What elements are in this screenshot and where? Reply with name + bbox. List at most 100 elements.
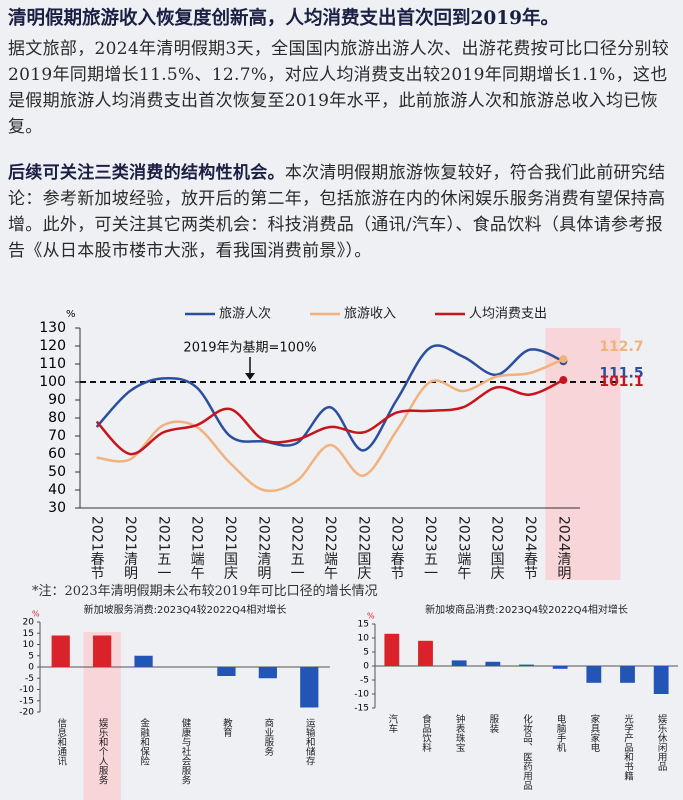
x-tick-label: 娱乐休闲用品 [656, 713, 668, 772]
bar-chart: 新加坡服务消费:2023Q4较2022Q4相对增长%-20-15-10-5051… [19, 603, 330, 800]
x-tick-label: 2022五一 [289, 516, 305, 580]
y-tick-label: 110 [39, 356, 66, 372]
bar [653, 666, 669, 694]
chart-title: 新加坡服务消费:2023Q4较2022Q4相对增长 [84, 603, 287, 616]
x-tick-label: 2023国庆 [489, 516, 505, 580]
bar [620, 666, 635, 683]
y-tick-label: -5 [360, 676, 369, 686]
y-tick-label: 100 [39, 374, 66, 390]
y-unit: % [367, 612, 375, 621]
x-tick-label: 电脑手机 [555, 713, 567, 753]
y-tick-label: 5 [28, 651, 34, 661]
x-tick-label: 家具家电 [588, 713, 600, 752]
legend-label: 旅游人次 [219, 306, 271, 322]
x-tick-label: 汽车 [386, 713, 398, 734]
y-tick-label: 40 [48, 482, 66, 498]
x-tick-label: 2022国庆 [355, 516, 371, 580]
y-tick-label: 10 [23, 640, 35, 650]
x-tick-label: 运输和储存 [304, 718, 316, 766]
y-tick-label: -15 [354, 704, 369, 714]
bar [134, 655, 153, 667]
y-unit: % [32, 610, 40, 619]
series-line [96, 357, 564, 493]
x-tick-label: 2021春节 [89, 516, 105, 580]
bar-chart: 新加坡商品消费:2023Q4较2022Q4相对增长% -15 -10 -5 0 5 10 15… [354, 603, 678, 791]
bar [485, 661, 501, 666]
x-tick-label: 2021端午 [189, 516, 205, 580]
x-tick-label: 2022端午 [322, 516, 338, 580]
y-tick-label: 15 [23, 629, 34, 639]
y-tick-label: 15 [358, 620, 369, 630]
x-tick-label: 2022清明 [255, 516, 271, 580]
x-tick-label: 2021五一 [155, 516, 171, 580]
y-tick-label: 120 [39, 338, 66, 354]
y-tick-label: -20 [19, 708, 34, 718]
y-tick-label: -5 [25, 674, 34, 684]
y-tick-label: -10 [354, 690, 369, 700]
y-tick-label: 0 [363, 662, 369, 672]
bar [519, 664, 534, 666]
bar [217, 667, 236, 676]
x-tick-label: 2024春节 [522, 516, 538, 580]
bar [552, 666, 568, 669]
x-tick-label: 2021清明 [122, 516, 138, 580]
y-tick-label: 90 [48, 392, 66, 408]
value-label: 112.7 [599, 339, 643, 355]
y-unit: % [66, 309, 76, 320]
x-tick-label: 服装 [487, 714, 499, 734]
y-tick-label: 70 [48, 428, 66, 444]
end-marker [559, 376, 568, 385]
line-chart: % 30 40 50 60 70 80 90 100 110 120 130 2019年为基期=100%… [39, 306, 644, 580]
paragraph: 据文旅部，2024年清明假期3天，全国国内旅游出游人次、出游花费按可比口径分别较… [8, 39, 670, 137]
bar [93, 635, 112, 667]
y-tick-label: -10 [19, 685, 34, 695]
x-tick-label: 食品饮料 [420, 713, 432, 753]
x-tick-label: 商业服务 [262, 717, 274, 757]
series-line [95, 344, 564, 452]
x-tick-label: 教育 [221, 717, 233, 738]
x-tick-label: 钟表珠宝 [454, 713, 466, 752]
y-tick-label: 10 [358, 634, 370, 644]
end-marker [559, 355, 568, 364]
x-tick-label: 金融和保险 [138, 717, 150, 766]
value-label: 111.5 [599, 365, 643, 381]
y-tick-label: 0 [28, 663, 34, 673]
legend-label: 人均消费支出 [469, 307, 547, 322]
x-tick-label: 2023端午 [455, 516, 471, 580]
y-tick-label: 80 [48, 410, 66, 426]
y-tick-label: 130 [39, 320, 66, 336]
legend-label: 旅游收入 [344, 307, 396, 322]
x-tick-label: 信息和通讯 [55, 717, 67, 766]
annotation: 2019年为基期=100% [183, 341, 316, 356]
y-tick-label: 20 [23, 618, 35, 628]
x-tick-label: 2024清明 [555, 516, 571, 580]
paragraph: 后续可关注三类消费的结构性机会。本次清明假期旅游恢复较好，符合我们此前研究结论：… [8, 160, 676, 264]
bar [51, 635, 70, 667]
bar [384, 633, 400, 666]
y-tick-label: 5 [363, 648, 369, 658]
x-tick-label: 娱乐和个人服务 [97, 717, 109, 785]
x-tick-label: 2023五一 [422, 516, 438, 580]
arrow-head [245, 373, 255, 380]
x-tick-label: 光学产品和书籍 [622, 713, 634, 781]
series-line [95, 378, 564, 456]
value-label: 101.1 [599, 374, 643, 390]
lead: 后续可关注三类消费的结构性机会。 [8, 163, 285, 183]
highlight [545, 328, 621, 580]
bar [418, 640, 433, 666]
y-tick-label: 50 [48, 464, 66, 480]
x-tick-label: 化妆品、医药用品 [521, 713, 533, 791]
bar [300, 667, 319, 708]
y-tick-label: 30 [48, 500, 66, 516]
bar [258, 667, 277, 679]
note: *注：2023年清明假期未公布较2019年可比口径的增长情况 [32, 584, 378, 599]
heading: 清明假期旅游收入恢复度创新高，人均消费支出首次回到2019年。 [8, 8, 559, 29]
paragraph-text: 本次清明假期旅游恢复较好，符合我们此前研究结论：参考新加坡经验，放开后的第二年，… [8, 163, 666, 261]
chart-title: 新加坡商品消费:2023Q4较2022Q4相对增长 [425, 603, 628, 616]
x-tick-label: 健康与社会服务 [180, 717, 192, 785]
y-tick-label: -15 [19, 696, 34, 706]
x-tick-label: 2023春节 [389, 516, 405, 580]
y-tick-label: 60 [48, 446, 66, 462]
x-tick-label: 2021国庆 [222, 516, 238, 580]
